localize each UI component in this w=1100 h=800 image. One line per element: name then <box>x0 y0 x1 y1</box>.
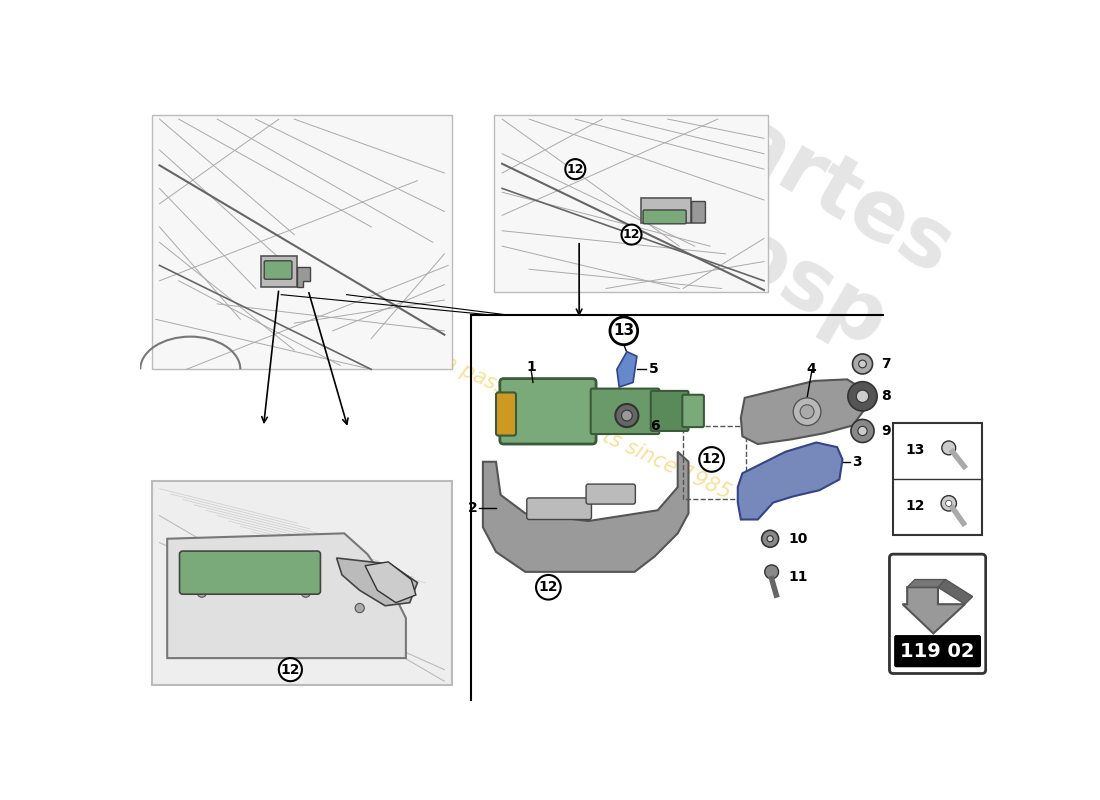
Text: autosp: autosp <box>581 134 901 366</box>
Polygon shape <box>297 267 310 287</box>
FancyBboxPatch shape <box>895 636 980 666</box>
Polygon shape <box>483 452 689 572</box>
Circle shape <box>800 405 814 418</box>
Circle shape <box>621 410 632 421</box>
Circle shape <box>858 426 867 435</box>
Polygon shape <box>261 256 297 287</box>
FancyBboxPatch shape <box>893 423 982 535</box>
Text: 2: 2 <box>468 501 477 515</box>
Circle shape <box>248 582 256 592</box>
Text: 5: 5 <box>649 362 658 376</box>
FancyBboxPatch shape <box>644 210 686 224</box>
Text: 12: 12 <box>905 498 925 513</box>
Circle shape <box>764 565 779 578</box>
FancyBboxPatch shape <box>682 394 704 427</box>
Text: 12: 12 <box>280 662 300 677</box>
FancyBboxPatch shape <box>692 202 705 223</box>
Circle shape <box>301 588 310 598</box>
FancyBboxPatch shape <box>651 391 689 431</box>
Text: 11: 11 <box>789 570 808 584</box>
FancyBboxPatch shape <box>527 498 592 519</box>
Text: artes: artes <box>715 100 967 292</box>
Circle shape <box>848 382 877 411</box>
Circle shape <box>940 496 957 511</box>
Circle shape <box>700 447 724 472</box>
Circle shape <box>565 159 585 179</box>
Text: 13: 13 <box>613 323 635 338</box>
Circle shape <box>536 575 561 599</box>
Circle shape <box>278 658 301 681</box>
FancyBboxPatch shape <box>591 389 659 434</box>
FancyBboxPatch shape <box>152 115 452 370</box>
Polygon shape <box>365 562 416 602</box>
FancyBboxPatch shape <box>890 554 986 674</box>
Polygon shape <box>938 579 972 604</box>
FancyBboxPatch shape <box>640 198 691 223</box>
Polygon shape <box>741 379 865 444</box>
FancyBboxPatch shape <box>495 115 768 292</box>
Circle shape <box>621 225 641 245</box>
Polygon shape <box>617 352 637 387</box>
Text: 119 02: 119 02 <box>900 642 975 661</box>
Circle shape <box>609 317 638 345</box>
Text: 1: 1 <box>527 360 537 374</box>
Circle shape <box>851 419 874 442</box>
Text: 4: 4 <box>806 362 816 376</box>
FancyBboxPatch shape <box>264 261 292 279</box>
Text: 12: 12 <box>566 162 584 176</box>
Polygon shape <box>902 587 965 634</box>
Polygon shape <box>337 558 418 606</box>
Circle shape <box>615 404 638 427</box>
Text: 9: 9 <box>881 424 891 438</box>
Circle shape <box>355 603 364 613</box>
Circle shape <box>856 390 869 402</box>
Text: 12: 12 <box>539 580 558 594</box>
Circle shape <box>793 398 821 426</box>
Circle shape <box>852 354 872 374</box>
Circle shape <box>767 536 773 542</box>
Text: 3: 3 <box>852 454 862 469</box>
FancyBboxPatch shape <box>179 551 320 594</box>
Text: 6: 6 <box>650 418 660 433</box>
Text: 8: 8 <box>881 390 891 403</box>
FancyBboxPatch shape <box>152 481 452 685</box>
Polygon shape <box>738 442 843 519</box>
Circle shape <box>197 588 207 598</box>
FancyBboxPatch shape <box>499 378 596 444</box>
FancyBboxPatch shape <box>586 484 636 504</box>
Text: 13: 13 <box>905 443 925 457</box>
Circle shape <box>761 530 779 547</box>
Polygon shape <box>167 534 406 658</box>
Circle shape <box>942 441 956 455</box>
FancyBboxPatch shape <box>496 393 516 435</box>
Circle shape <box>946 500 952 506</box>
Text: 12: 12 <box>623 228 640 241</box>
Circle shape <box>859 360 867 368</box>
Text: a passion for parts since 1985: a passion for parts since 1985 <box>440 351 734 502</box>
Text: 7: 7 <box>881 357 891 371</box>
Polygon shape <box>908 579 946 587</box>
Text: 12: 12 <box>702 453 722 466</box>
Text: 10: 10 <box>789 532 808 546</box>
